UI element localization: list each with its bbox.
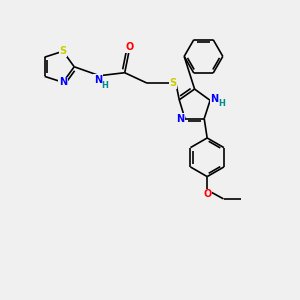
Text: N: N <box>94 75 102 85</box>
Text: S: S <box>59 46 67 56</box>
Text: H: H <box>101 81 108 90</box>
Text: H: H <box>218 99 225 108</box>
Text: N: N <box>59 77 67 87</box>
Text: N: N <box>176 114 184 124</box>
Text: O: O <box>203 189 211 200</box>
Text: S: S <box>169 78 176 88</box>
Text: N: N <box>211 94 219 104</box>
Text: O: O <box>125 42 133 52</box>
